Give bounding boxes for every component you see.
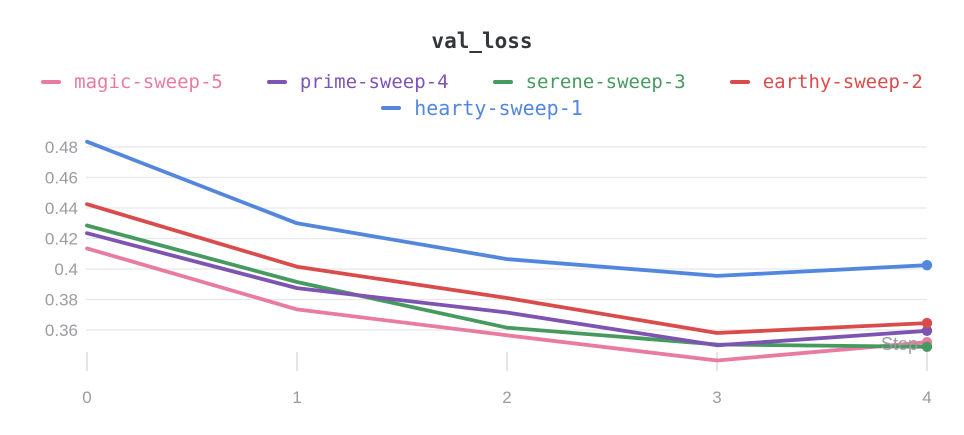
- line-hearty-sweep-1[interactable]: [85, 139, 929, 278]
- line-prime-sweep-4[interactable]: [85, 231, 929, 348]
- x-tick-label: 1: [292, 388, 301, 407]
- legend-dash-icon: [729, 80, 750, 85]
- y-tick-label: 0.48: [45, 138, 78, 157]
- legend-dash-icon: [492, 80, 513, 85]
- line-serene-sweep-3[interactable]: [85, 223, 929, 349]
- legend-label: prime-sweep-4: [299, 71, 449, 93]
- legend-label: serene-sweep-3: [525, 71, 686, 93]
- y-tick-label: 0.42: [45, 230, 78, 249]
- legend-dash-icon: [381, 106, 402, 110]
- legend-dash-icon: [41, 80, 62, 85]
- endpoint-dot-earthy-sweep-2: [921, 317, 933, 329]
- x-axis-label: Step: [881, 334, 918, 354]
- y-tick-label: 0.4: [54, 260, 78, 279]
- legend-row-2: hearty-sweep-1: [0, 96, 964, 120]
- legend-label: magic-sweep-5: [74, 71, 223, 93]
- x-tick-label: 3: [712, 388, 721, 407]
- legend-item-serene-sweep-3[interactable]: serene-sweep-3: [492, 71, 686, 94]
- x-tick-label: 2: [502, 388, 511, 407]
- legend-dash-icon: [266, 80, 287, 85]
- y-tick-label: 0.46: [45, 169, 78, 188]
- y-tick-label: 0.36: [45, 321, 78, 340]
- legend-label: hearty-sweep-1: [414, 96, 583, 120]
- legend-item-magic-sweep-5[interactable]: magic-sweep-5: [41, 71, 223, 94]
- legend-item-earthy-sweep-2[interactable]: earthy-sweep-2: [729, 71, 923, 94]
- endpoint-dot-serene-sweep-3: [921, 341, 933, 352]
- endpoint-dot-prime-sweep-4: [921, 325, 933, 336]
- y-tick-label: 0.44: [45, 199, 78, 218]
- line-earthy-sweep-2[interactable]: [85, 202, 929, 335]
- legend-row-1: magic-sweep-5 prime-sweep-4 serene-sweep-3…: [0, 71, 964, 94]
- legend-item-hearty-sweep-1[interactable]: hearty-sweep-1: [381, 96, 583, 120]
- legend-label: earthy-sweep-2: [762, 71, 923, 93]
- y-tick-label: 0.38: [45, 291, 78, 310]
- legend-item-prime-sweep-4[interactable]: prime-sweep-4: [266, 71, 449, 94]
- endpoint-dot-hearty-sweep-1: [921, 260, 933, 271]
- line-magic-sweep-5[interactable]: [85, 246, 929, 363]
- x-tick-label: 0: [82, 388, 91, 407]
- x-tick-label: 4: [922, 388, 931, 407]
- chart-title: val_loss: [431, 29, 533, 53]
